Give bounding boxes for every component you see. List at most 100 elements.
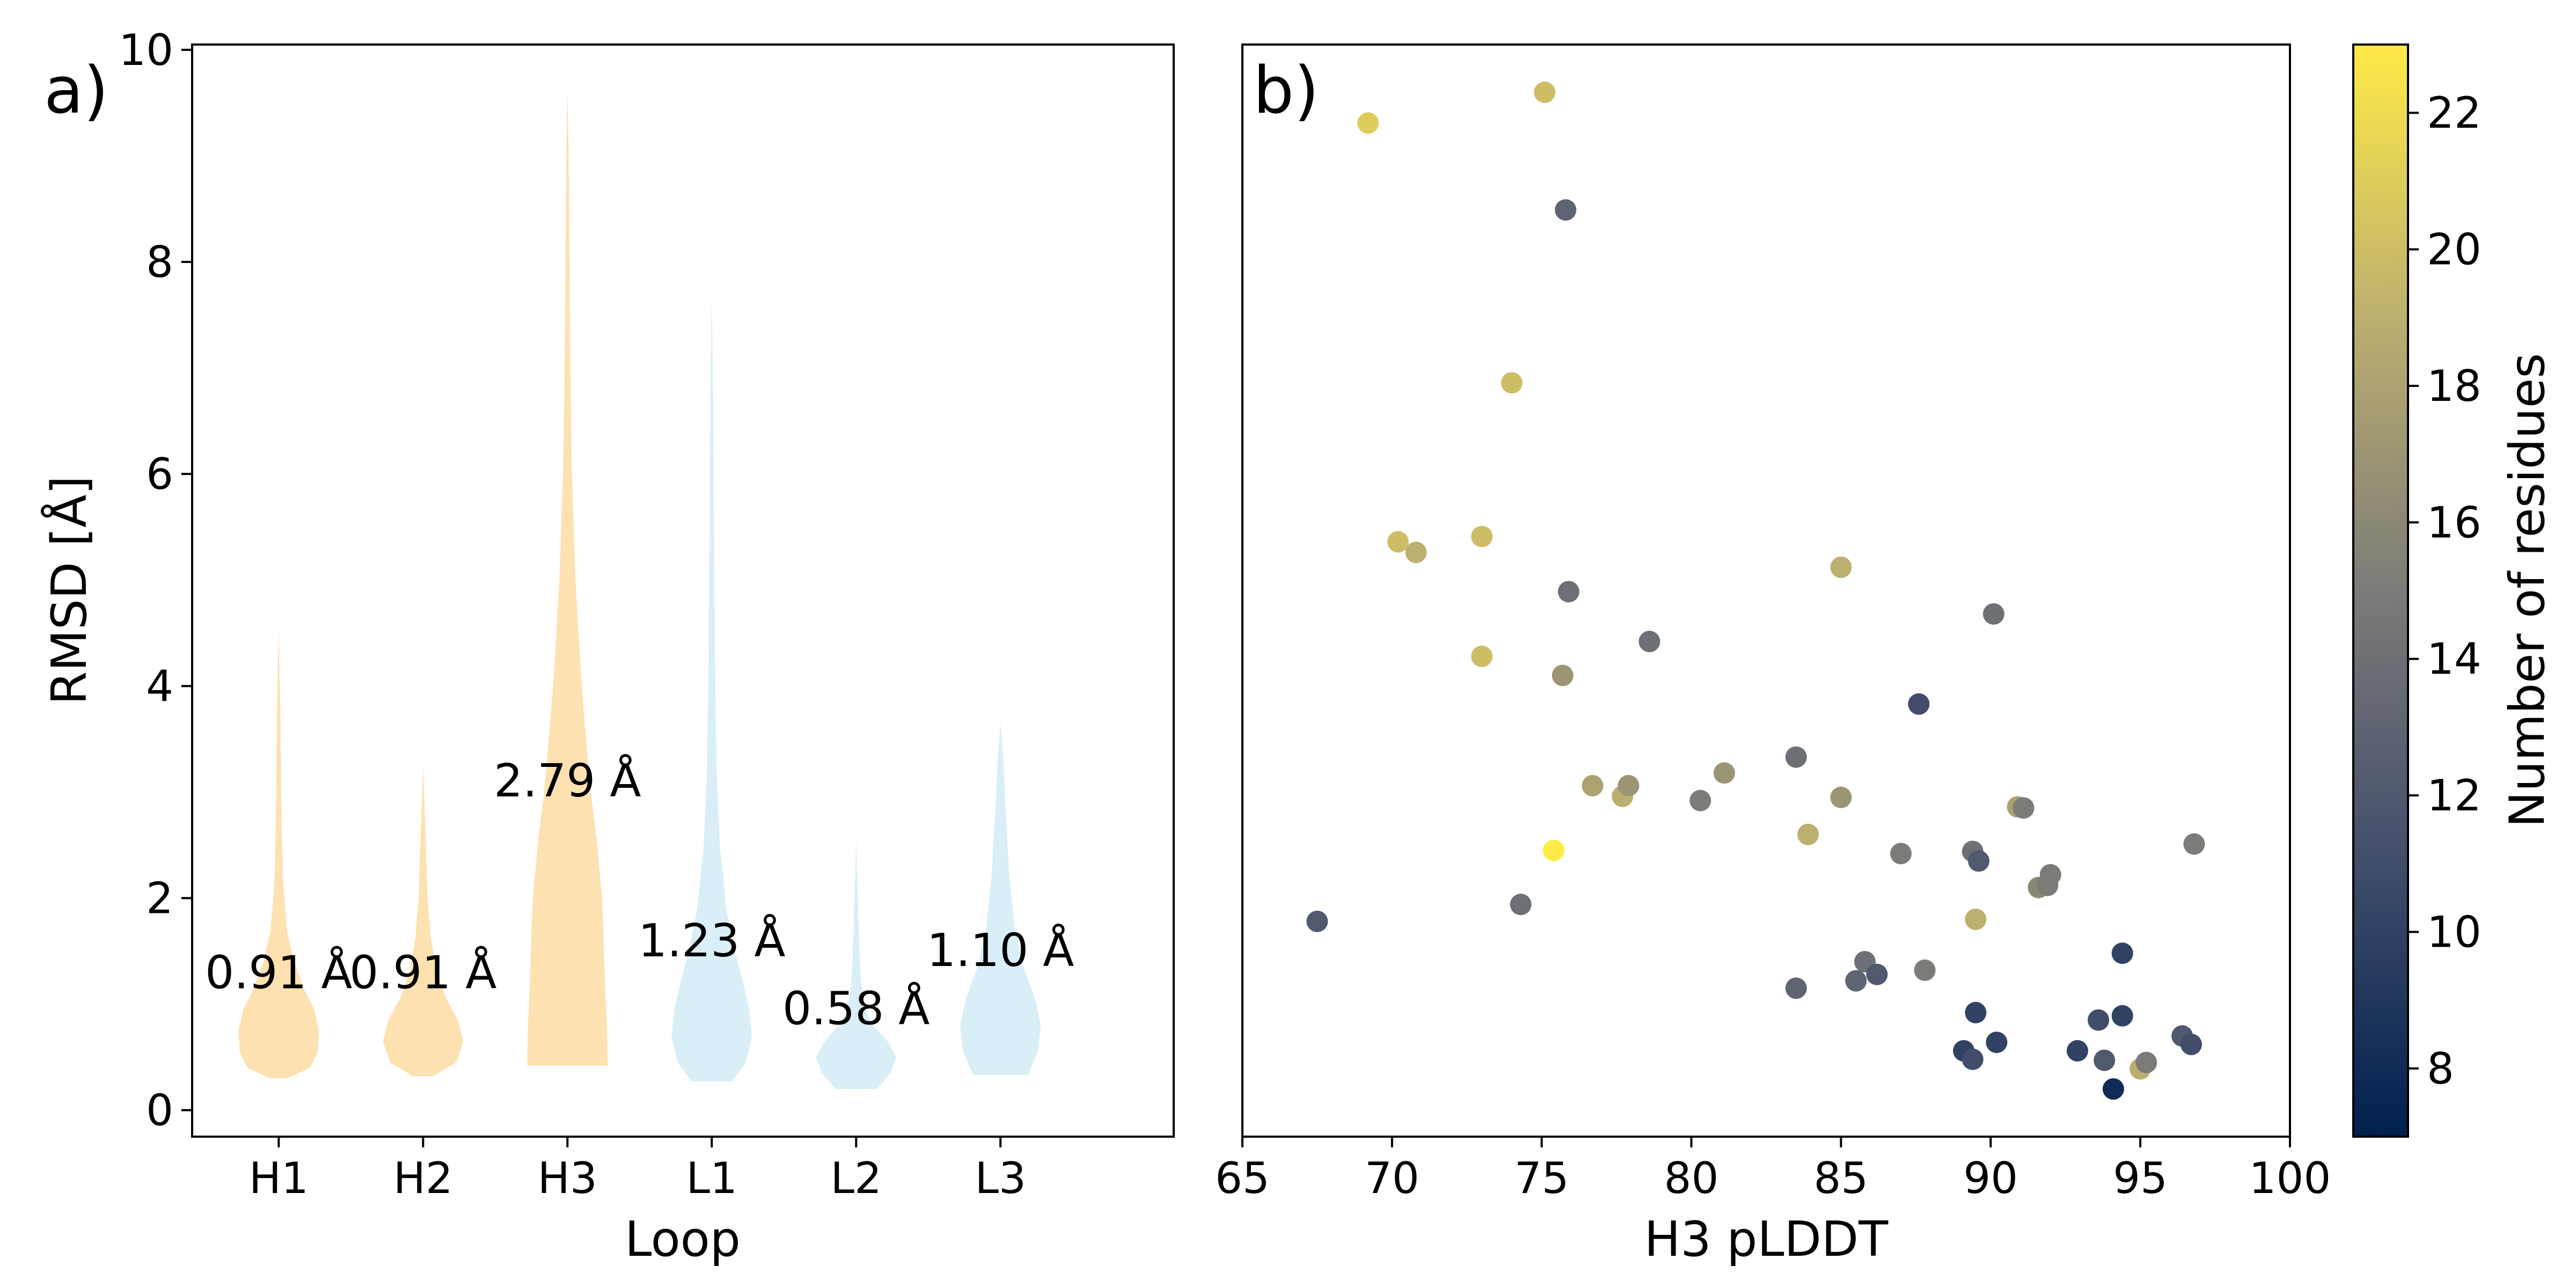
y-tick-label: 4: [146, 661, 173, 711]
scatter-point: [1797, 823, 1819, 845]
x-tick-label: L1: [686, 1153, 737, 1203]
scatter-point: [1830, 557, 1852, 578]
scatter-point: [1908, 693, 1930, 715]
scatter-point: [1830, 786, 1852, 808]
x-tick-label: 100: [2249, 1153, 2331, 1203]
scatter-point: [2094, 1049, 2116, 1071]
colorbar: 8 10 12 14 16 18 20 22 Number of residues: [2352, 43, 2556, 1138]
scatter-point: [1866, 963, 1888, 985]
scatter-point: [1713, 762, 1735, 784]
scatter-point: [1543, 839, 1564, 861]
median-label-h1: 0.91 Å: [205, 945, 352, 999]
x-tick-label: 85: [1814, 1153, 1869, 1203]
scatter-point: [1471, 646, 1493, 667]
scatter-point: [2111, 1005, 2133, 1027]
scatter-point: [1357, 112, 1379, 134]
scatter-point: [1965, 909, 1987, 930]
scatter-point: [2037, 874, 2059, 896]
median-label-l2: 0.58 Å: [782, 982, 930, 1036]
violin-h1: [238, 625, 319, 1079]
colorbar-ticks: 8 10 12 14 16 18 20 22: [2408, 88, 2482, 1094]
median-labels: 0.91 Å0.91 Å 2.79 Å 1.23 Å 0.58 Å1.10 Å: [205, 753, 1074, 1036]
x-tick-label: L3: [975, 1153, 1026, 1203]
panel-b: 65 70 75 80 85 90 95 100 b) H3 pLDDT: [1215, 43, 2331, 1268]
colorbar-tick-label: 22: [2427, 88, 2482, 138]
x-tick-label: L2: [831, 1153, 882, 1203]
x-axis-ticks-a: H1 H2 H3 L1 L2 L3: [249, 1137, 1026, 1203]
x-tick-label: H1: [249, 1153, 309, 1203]
violin-l2: [816, 839, 897, 1089]
colorbar-tick-label: 14: [2427, 634, 2482, 684]
x-tick-label: H3: [538, 1153, 597, 1203]
y-axis-label-a: RMSD [Å]: [40, 475, 98, 705]
x-axis-label-b: H3 pLDDT: [1644, 1211, 1889, 1268]
scatter-point: [2012, 797, 2035, 819]
scatter-point: [2180, 1034, 2202, 1056]
scatter-points: [1306, 81, 2205, 1100]
violin-l1: [671, 294, 752, 1082]
y-tick-label: 10: [119, 25, 173, 75]
scatter-point: [1986, 1031, 2008, 1053]
scatter-point: [1471, 525, 1493, 547]
violin-h3: [527, 92, 608, 1066]
x-axis-ticks-b: 65 70 75 80 85 90 95 100: [1215, 1137, 2331, 1203]
scatter-point: [1555, 199, 1577, 221]
scatter-point: [1968, 850, 1989, 872]
axes-frame-a: [191, 43, 1175, 1138]
panel-label-a: a): [44, 54, 108, 128]
colorbar-tick-label: 20: [2427, 225, 2482, 275]
scatter-point: [1405, 541, 1427, 564]
x-tick-label: H2: [393, 1153, 453, 1203]
scatter-point: [1785, 977, 1807, 999]
violin-h2: [383, 765, 464, 1077]
violin-l3: [960, 723, 1041, 1075]
axes-frame-b: [1241, 43, 2291, 1138]
scatter-point: [1557, 581, 1579, 603]
scatter-point: [2088, 1009, 2110, 1031]
scatter-point: [1618, 775, 1640, 796]
scatter-point: [1890, 843, 1912, 865]
scatter-point: [2102, 1078, 2124, 1100]
x-axis-label-a: Loop: [625, 1211, 741, 1268]
scatter-point: [2183, 833, 2205, 855]
x-tick-label: 95: [2113, 1153, 2168, 1203]
scatter-point: [1965, 1001, 1987, 1023]
colorbar-tick-label: 16: [2427, 497, 2482, 547]
x-tick-label: 80: [1664, 1153, 1719, 1203]
colorbar-tick-label: 12: [2427, 771, 2482, 821]
x-tick-label: 90: [1963, 1153, 2018, 1203]
y-tick-label: 0: [146, 1086, 173, 1136]
y-tick-label: 8: [146, 237, 173, 287]
scatter-point: [1387, 531, 1409, 553]
scatter-point: [1962, 1048, 1984, 1070]
scatter-point: [1582, 775, 1604, 796]
median-label-l3: 1.10 Å: [927, 923, 1074, 977]
x-tick-label: 65: [1215, 1153, 1270, 1203]
y-tick-label: 6: [146, 449, 173, 499]
scatter-point: [1501, 372, 1523, 394]
scatter-point: [1845, 970, 1867, 992]
scatter-point: [1534, 81, 1556, 103]
scatter-point: [1785, 746, 1807, 768]
scatter-point: [1638, 631, 1660, 653]
scatter-point: [1914, 959, 1936, 981]
scatter-point: [2111, 942, 2133, 964]
median-label-l1: 1.23 Å: [638, 913, 785, 968]
panel-a: 0.91 Å0.91 Å 2.79 Å 1.23 Å 0.58 Å1.10 Å 0 2 4…: [40, 25, 1175, 1268]
colorbar-label: Number of residues: [2499, 353, 2556, 828]
x-tick-label: 75: [1514, 1153, 1569, 1203]
scatter-point: [1552, 664, 1574, 686]
scatter-point: [1689, 789, 1711, 811]
colorbar-tick-label: 18: [2427, 361, 2482, 411]
colorbar-gradient: [2352, 43, 2409, 1138]
scatter-point: [1306, 910, 1328, 932]
y-axis-ticks-a: 0 2 4 6 8 10: [119, 25, 192, 1136]
scatter-point: [1982, 603, 2004, 625]
x-tick-label: 70: [1365, 1153, 1419, 1203]
violin-layer: [238, 92, 1041, 1089]
panel-label-b: b): [1253, 54, 1319, 128]
scatter-point: [2135, 1051, 2157, 1073]
median-label-h3: 2.79 Å: [494, 753, 641, 808]
y-tick-label: 2: [146, 873, 173, 923]
